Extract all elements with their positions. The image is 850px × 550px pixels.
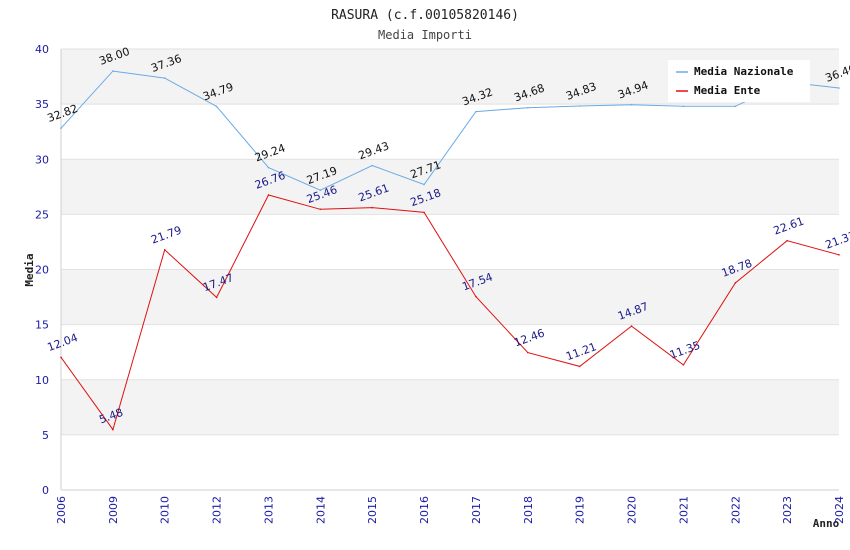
data-point-media-nazionale (527, 106, 529, 109)
legend-label-media-ente: Media Ente (694, 84, 761, 97)
chart-title: RASURA (c.f.00105820146) (331, 8, 519, 23)
series-line-media-nazionale (60, 70, 840, 191)
data-point-media-nazionale (60, 127, 62, 129)
x-tick-label: 2009 (107, 496, 120, 524)
x-tick-label: 2006 (55, 496, 68, 524)
x-tick-label: 2022 (729, 496, 742, 524)
x-tick-label: 2017 (470, 496, 483, 524)
grid-bands (61, 49, 839, 435)
grid-band (61, 269, 839, 325)
series-lines (60, 70, 840, 431)
data-point-media-ente (319, 208, 322, 211)
data-point-media-nazionale (838, 87, 840, 89)
data-label-media-ente: 21.33 (824, 229, 850, 252)
data-point-media-nazionale (215, 105, 218, 108)
data-point-media-ente (838, 254, 840, 256)
data-label-media-nazionale: 32.82 (46, 102, 80, 125)
y-tick-label: 25 (35, 208, 49, 221)
data-point-media-ente (578, 365, 581, 368)
data-point-media-nazionale (475, 110, 477, 113)
legend-label-media-nazionale: Media Nazionale (694, 65, 794, 78)
data-label-media-ente: 21.79 (149, 224, 183, 247)
legend: Media Nazionale Media Ente (668, 60, 810, 102)
x-tick-label: 2019 (574, 496, 587, 524)
x-axis-ticks: 2006 2009 2010 2012 2013 2014 2015 2016 2017 2018… (55, 496, 846, 524)
grid-lines (60, 48, 839, 491)
data-point-media-ente (60, 356, 62, 359)
data-point-media-nazionale (319, 189, 322, 192)
data-label-media-ente: 12.04 (46, 331, 80, 354)
data-point-media-nazionale (734, 105, 737, 108)
y-tick-label: 15 (35, 319, 49, 332)
data-point-media-ente (527, 351, 529, 354)
series-line-media-ente (60, 194, 840, 431)
y-tick-label: 30 (35, 153, 49, 166)
x-tick-label: 2013 (262, 496, 275, 524)
data-point-media-ente (734, 282, 737, 284)
data-point-media-nazionale (682, 105, 685, 108)
grid-band (61, 379, 839, 435)
data-point-media-ente (630, 325, 633, 327)
data-point-media-ente (371, 206, 374, 209)
data-point-media-ente (682, 364, 685, 366)
data-point-media-ente (475, 295, 477, 298)
x-tick-label: 2018 (522, 496, 535, 524)
y-axis-ticks: 0 5 10 15 20 25 30 35 40 (35, 43, 49, 497)
y-tick-label: 5 (42, 429, 49, 442)
x-tick-label: 2023 (781, 496, 794, 524)
chart-subtitle: Media Importi (378, 28, 472, 42)
x-tick-label: 2021 (677, 496, 690, 524)
y-tick-label: 20 (35, 264, 49, 277)
x-axis-label: Anno (813, 517, 840, 530)
data-label-media-ente: 12.46 (512, 326, 546, 349)
data-label-media-ente: 22.61 (772, 215, 806, 238)
data-label-media-ente: 11.35 (668, 339, 702, 362)
legend-box (668, 60, 810, 102)
data-point-media-nazionale (630, 103, 633, 106)
data-point-media-ente (215, 296, 218, 299)
data-point-media-ente (786, 239, 788, 242)
data-point-media-nazionale (423, 183, 425, 186)
data-point-media-ente (112, 428, 114, 431)
data-point-media-nazionale (267, 166, 270, 169)
data-point-media-nazionale (163, 77, 166, 79)
data-label-media-ente: 11.21 (564, 340, 598, 363)
x-tick-label: 2015 (366, 496, 379, 524)
y-tick-label: 0 (42, 484, 49, 497)
x-tick-label: 2014 (314, 496, 327, 524)
data-point-media-nazionale (578, 105, 581, 107)
data-point-media-ente (163, 248, 166, 251)
x-tick-label: 2012 (211, 496, 224, 524)
x-tick-label: 2020 (626, 496, 639, 524)
data-point-media-nazionale (371, 164, 374, 167)
y-axis-label: Media (23, 253, 36, 286)
y-tick-label: 35 (35, 98, 49, 111)
x-tick-label: 2010 (159, 496, 172, 524)
data-point-media-ente (423, 211, 425, 214)
data-point-media-nazionale (112, 70, 114, 72)
y-tick-label: 40 (35, 43, 49, 56)
x-tick-label: 2024 (833, 496, 846, 524)
data-point-media-ente (267, 194, 270, 196)
y-tick-label: 10 (35, 374, 49, 387)
x-tick-label: 2016 (418, 496, 431, 524)
grid-band (61, 159, 839, 215)
